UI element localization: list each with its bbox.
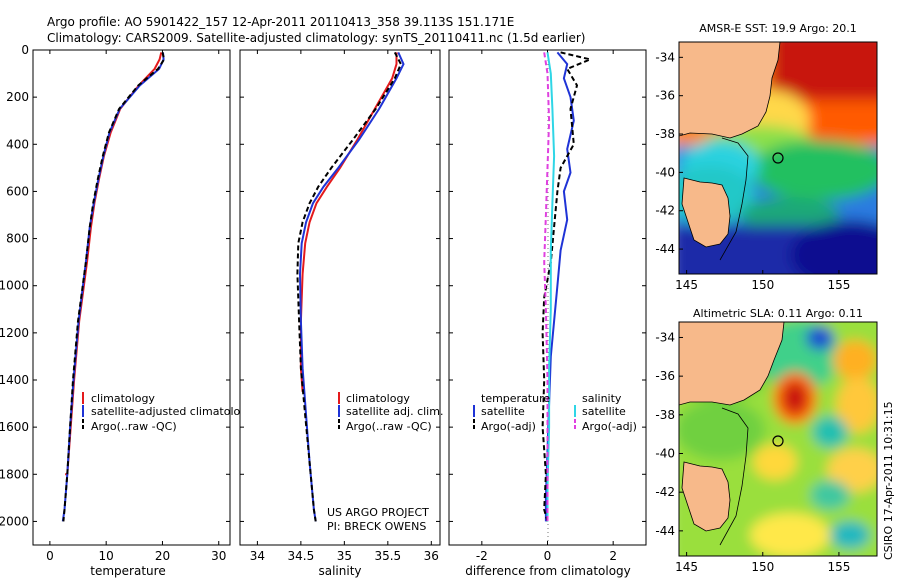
map-y-tick-label: -36: [655, 89, 675, 103]
map-y-tick-label: -34: [655, 50, 675, 64]
map-y-tick-label: -38: [655, 408, 675, 422]
sla-map-frame: [678, 321, 878, 557]
y-tick-label: 0: [21, 43, 29, 57]
map-y-tick-label: -44: [655, 524, 675, 538]
legend-label-satellite: satellite-adjusted climatology: [91, 405, 254, 418]
sst-map-ticks: 145 150 155 -34 -36 -38 -40 -42 -44: [655, 50, 850, 292]
salinity-lines: [296, 51, 405, 522]
temperature-axes-box: [32, 49, 231, 546]
sst-map: AMSR-E SST: 19.9 Argo: 20.1 145 15: [655, 22, 878, 292]
series-line-temperature-argo-adj: [541, 51, 594, 522]
y-tick-label: 1200: [0, 326, 29, 340]
y-tick-label: 1000: [0, 279, 29, 293]
header-line-2: Climatology: CARS2009. Satellite-adjuste…: [47, 31, 585, 45]
y-tick-label: 1400: [0, 373, 29, 387]
x-tick-label: 0: [544, 549, 552, 563]
temperature-panel: 0 10 20 30 0 200 400 600 800 1000 1200 1400 1600 1800…: [0, 43, 254, 578]
tasmania: [681, 461, 731, 532]
x-tick-label: 35: [337, 549, 352, 563]
temperature-legend: climatology satellite-adjusted climatolo…: [82, 392, 254, 433]
map-y-tick-label: -36: [655, 369, 675, 383]
map-y-tick-label: -42: [655, 485, 675, 499]
sla-map-title: Altimetric SLA: 0.11 Argo: 0.11: [693, 307, 863, 320]
series-line-salinity-argo-adj: [543, 52, 551, 522]
mainland-australia: [679, 322, 785, 406]
project-annotation: US ARGO PROJECT: [327, 506, 429, 519]
x-tick-label: 10: [99, 549, 114, 563]
salinity-legend: climatology satellite adj. clim. Argo(..…: [338, 392, 443, 433]
legend-label-argo: Argo(..raw -QC): [91, 420, 177, 433]
temperature-ticks: 0 10 20 30 0 200 400 600 800 1000 1200 1400 1600 1800…: [0, 43, 230, 563]
x-tick-label: 34: [250, 549, 265, 563]
legend-label-satellite: satellite adj. clim.: [346, 405, 443, 418]
x-tick-label: 20: [155, 549, 170, 563]
difference-panel: -2 0 2 difference from climatology tempera…: [448, 49, 647, 578]
salinity-panel: 34 34.5 35 35.5 36 salinity climatology sate…: [239, 49, 443, 578]
map-x-tick-label: 155: [827, 560, 850, 574]
map-y-tick-label: -40: [655, 165, 675, 179]
y-tick-label: 600: [6, 184, 29, 198]
series-line-argo-raw-qc: [62, 52, 166, 522]
x-tick-label: 34.5: [288, 549, 315, 563]
x-tick-label: 36: [424, 549, 439, 563]
sst-map-title: AMSR-E SST: 19.9 Argo: 20.1: [699, 22, 857, 35]
y-tick-label: 1800: [0, 467, 29, 481]
sla-heatmap: [679, 322, 877, 556]
salinity-xlabel: salinity: [318, 564, 361, 578]
csiro-timestamp: CSIRO 17-Apr-2011 10:31:15: [882, 401, 895, 560]
legend-label-climatology: climatology: [346, 392, 410, 405]
x-tick-label: -2: [476, 549, 488, 563]
mainland-australia: [679, 42, 781, 139]
difference-ticks: -2 0 2: [449, 49, 646, 563]
x-tick-label: 35.5: [374, 549, 401, 563]
legend-header-temperature: temperature: [481, 392, 550, 405]
header-line-1: Argo profile: AO 5901422_157 12-Apr-2011…: [47, 15, 514, 29]
pi-annotation: PI: BRECK OWENS: [327, 520, 426, 533]
legend-label-climatology: climatology: [91, 392, 155, 405]
sst-heatmap: [679, 42, 877, 274]
x-tick-label: 0: [46, 549, 54, 563]
legend-header-salinity: salinity: [582, 392, 622, 405]
legend-label-sal-satellite: satellite: [582, 405, 626, 418]
y-tick-label: 800: [6, 232, 29, 246]
legend-label-argo: Argo(..raw -QC): [346, 420, 432, 433]
difference-xlabel: difference from climatology: [465, 564, 631, 578]
difference-lines: [541, 51, 594, 522]
map-y-tick-label: -44: [655, 242, 675, 256]
difference-legend: temperature satellite Argo(-adj) salinit…: [473, 392, 637, 433]
sla-map: Altimetric SLA: 0.11 Argo: 0.11: [655, 307, 878, 574]
map-x-tick-label: 155: [827, 278, 850, 292]
y-tick-label: 2000: [0, 514, 29, 528]
map-y-tick-label: -40: [655, 447, 675, 461]
y-tick-label: 400: [6, 137, 29, 151]
sla-map-ticks: 145 150 155 -34 -36 -38 -40 -42 -44: [655, 330, 850, 574]
temperature-xlabel: temperature: [90, 564, 165, 578]
y-tick-label: 1600: [0, 420, 29, 434]
salinity-ticks: 34 34.5 35 35.5 36: [240, 49, 440, 563]
argo-location-marker: [772, 435, 784, 447]
temperature-lines: [61, 52, 166, 522]
argo-location-marker: [772, 152, 784, 164]
bathymetry-contour: [719, 407, 749, 546]
salinity-axes-box: [239, 49, 441, 546]
map-x-tick-label: 145: [675, 560, 698, 574]
map-y-tick-label: -38: [655, 127, 675, 141]
x-tick-label: 30: [211, 549, 226, 563]
map-x-tick-label: 150: [751, 560, 774, 574]
map-x-tick-label: 145: [675, 278, 698, 292]
series-line-salinity-satellite: [546, 52, 556, 522]
map-x-tick-label: 150: [751, 278, 774, 292]
x-tick-label: 2: [609, 549, 617, 563]
legend-label-sal-argo: Argo(-adj): [582, 420, 637, 433]
sst-map-frame: [678, 41, 878, 275]
legend-label-temp-argo: Argo(-adj): [481, 420, 536, 433]
bathymetry-contour: [719, 137, 749, 261]
series-line-argo-raw-qc: [296, 51, 403, 522]
map-y-tick-label: -42: [655, 204, 675, 218]
legend-label-temp-satellite: satellite: [481, 405, 525, 418]
map-y-tick-label: -34: [655, 330, 675, 344]
y-tick-label: 200: [6, 90, 29, 104]
tasmania: [681, 177, 731, 248]
